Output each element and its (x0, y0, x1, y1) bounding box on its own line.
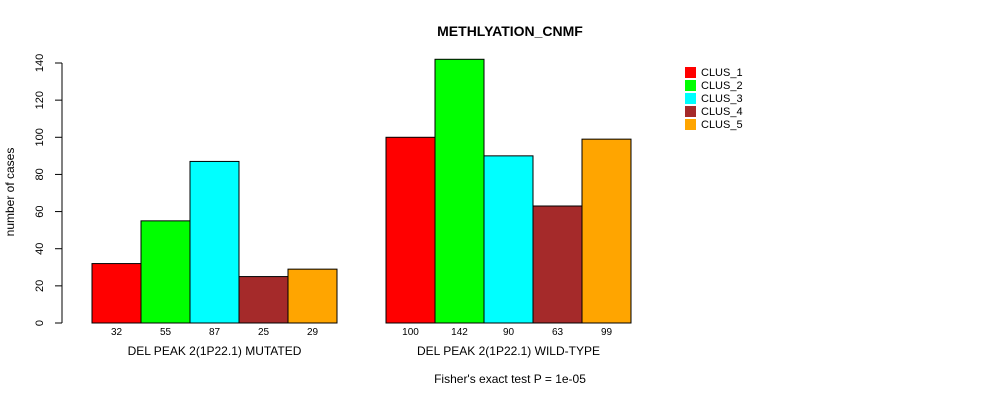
group-labels: DEL PEAK 2(1P22.1) MUTATED DEL PEAK 2(1P2… (128, 344, 600, 358)
legend-swatch (685, 119, 696, 130)
legend-label: CLUS_2 (701, 80, 743, 92)
bar (91, 263, 142, 324)
bar-value-label: 32 (111, 327, 123, 338)
y-tick-label: 20 (34, 280, 46, 292)
bar (140, 220, 191, 324)
bar (532, 205, 583, 324)
y-tick-label: 0 (34, 320, 46, 326)
bar-value-label: 55 (160, 327, 172, 338)
legend-label: CLUS_5 (701, 119, 743, 131)
x-axis-caption: Fisher's exact test P = 1e-05 (434, 372, 586, 386)
bar (434, 58, 485, 324)
legend-swatch (685, 80, 696, 91)
y-tick-label: 140 (34, 54, 46, 72)
y-tick-label: 120 (34, 91, 46, 109)
bar-value-label: 29 (307, 327, 319, 338)
bar-value-label: 100 (402, 327, 419, 338)
group-label: DEL PEAK 2(1P22.1) MUTATED (128, 344, 302, 358)
bar-value-label: 63 (552, 327, 564, 338)
chart-title: METHLYATION_CNMF (437, 23, 583, 39)
bar (238, 276, 289, 324)
y-tick-label: 80 (34, 168, 46, 180)
legend-label: CLUS_3 (701, 93, 743, 105)
legend-swatch (685, 106, 696, 117)
bar-value-label: 90 (503, 327, 515, 338)
bar-value-label: 25 (258, 327, 270, 338)
legend-label: CLUS_1 (701, 67, 743, 79)
group-label: DEL PEAK 2(1P22.1) WILD-TYPE (417, 344, 600, 358)
legend-swatch (685, 67, 696, 78)
legend-swatch (685, 93, 696, 104)
y-tick-label: 60 (34, 205, 46, 217)
bar (581, 138, 632, 324)
y-tick-label: 100 (34, 128, 46, 146)
bar (385, 136, 436, 324)
y-tick-label: 40 (34, 243, 46, 255)
bar-value-label: 142 (451, 327, 468, 338)
bar (189, 160, 240, 324)
y-axis: 0 20 40 60 80 100 120 140 (34, 54, 63, 326)
bar-value-label: 99 (601, 327, 613, 338)
bar (287, 268, 338, 324)
bar-groups: 32 55 87 25 29 100 142 90 63 99 (91, 58, 632, 338)
y-axis-label: number of cases (3, 148, 17, 237)
bar (483, 155, 534, 324)
legend-label: CLUS_4 (701, 106, 743, 118)
bar-value-label: 87 (209, 327, 221, 338)
